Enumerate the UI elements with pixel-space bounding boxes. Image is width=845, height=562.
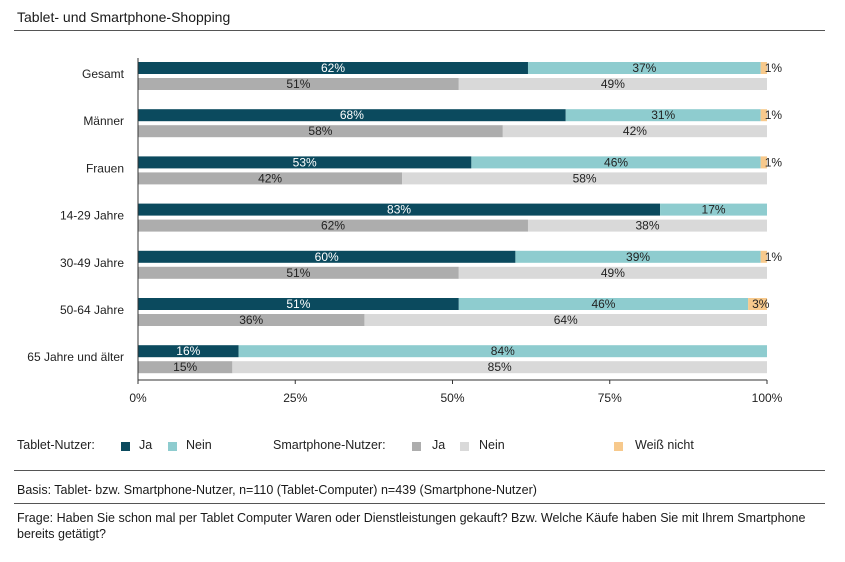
label-tablet-ja: 60%: [315, 250, 339, 264]
label-tablet-ja: 68%: [340, 108, 364, 122]
label-tablet-weiss-nicht: 1%: [765, 250, 783, 264]
bar-tablet-weiss-nicht: [748, 298, 767, 310]
bar-tablet-ja: [138, 250, 516, 263]
label-tablet-ja: 53%: [293, 155, 317, 169]
bar-tablet-nein: [527, 62, 761, 74]
label-tablet-weiss-nicht: 1%: [765, 61, 783, 75]
bar-smart-ja: [138, 361, 233, 374]
label-smart-nein: 42%: [623, 124, 647, 138]
title-rule: [14, 30, 825, 31]
label-smart-nein: 49%: [601, 266, 625, 280]
category-label: 14-29 Jahre: [60, 209, 124, 223]
legend-rule: [14, 470, 825, 471]
legend-smart-ja-swatch: [412, 442, 421, 451]
label-smart-ja: 58%: [308, 124, 332, 138]
bar-smart-ja: [138, 78, 459, 90]
bar-tablet-nein: [660, 203, 767, 216]
legend-weiss-nicht-swatch: [614, 442, 623, 451]
bar-tablet-nein: [565, 109, 761, 122]
bar-tablet-nein: [471, 156, 761, 169]
bar-tablet-weiss-nicht: [760, 250, 767, 263]
bar-tablet-weiss-nicht: [760, 109, 767, 122]
label-tablet-ja: 83%: [387, 203, 411, 217]
label-tablet-ja: 16%: [176, 344, 200, 358]
bar-smart-nein: [364, 314, 767, 326]
bar-tablet-ja: [138, 156, 472, 169]
x-tick-label: 100%: [752, 391, 783, 405]
legend-tablet-ja: Ja: [139, 438, 153, 452]
bar-smart-nein: [527, 219, 767, 232]
bar-tablet-nein: [515, 250, 761, 263]
bar-tablet-ja: [138, 62, 528, 74]
label-smart-nein: 85%: [488, 360, 512, 374]
legend: Tablet-Nutzer: Ja Nein Smartphone-Nutzer…: [0, 438, 845, 458]
label-smart-ja: 51%: [286, 266, 310, 280]
stacked-bar-chart: Gesamt 62% 37% 1% 51% 49% Männer 68% 31% 1% 58% 42%…: [27, 58, 783, 405]
label-tablet-nein: 46%: [591, 297, 615, 311]
category-label: Männer: [83, 114, 124, 128]
bar-tablet-weiss-nicht: [760, 62, 767, 74]
label-tablet-ja: 51%: [286, 297, 310, 311]
legend-smart-nein: Nein: [479, 438, 505, 452]
legend-smart-label: Smartphone-Nutzer:: [273, 438, 386, 452]
bar-tablet-nein: [238, 345, 767, 358]
legend-tablet-nein-swatch: [168, 442, 177, 451]
legend-smart-ja: Ja: [432, 438, 446, 452]
label-smart-nein: 64%: [554, 313, 578, 327]
category-label: Frauen: [86, 161, 124, 175]
category-label: 65 Jahre und älter: [27, 350, 124, 364]
bar-tablet-ja: [138, 298, 459, 310]
legend-tablet-nein: Nein: [186, 438, 212, 452]
label-smart-ja: 36%: [239, 313, 263, 327]
label-tablet-weiss-nicht: 1%: [765, 108, 783, 122]
bar-tablet-ja: [138, 203, 661, 216]
legend-tablet-ja-swatch: [121, 442, 130, 451]
x-tick-label: 25%: [283, 391, 307, 405]
label-smart-ja: 15%: [173, 360, 197, 374]
bar-tablet-nein: [458, 298, 749, 310]
bar-smart-nein: [458, 266, 767, 279]
label-tablet-nein: 37%: [632, 61, 656, 75]
chart-title: Tablet- und Smartphone-Shopping: [17, 9, 231, 25]
legend-smart-nein-swatch: [460, 442, 469, 451]
basis-note: Basis: Tablet- bzw. Smartphone-Nutzer, n…: [17, 483, 537, 497]
x-tick-label: 0%: [129, 391, 147, 405]
label-tablet-weiss-nicht: 1%: [765, 155, 783, 169]
bar-smart-nein: [402, 172, 767, 185]
legend-tablet-label: Tablet-Nutzer:: [17, 438, 95, 452]
category-label: 30-49 Jahre: [60, 256, 124, 270]
bar-tablet-ja: [138, 109, 566, 122]
category-label: 50-64 Jahre: [60, 303, 124, 317]
bar-smart-ja: [138, 266, 459, 279]
bar-smart-ja: [138, 172, 403, 185]
question-note: Frage: Haben Sie schon mal per Tablet Co…: [17, 511, 806, 541]
bar-smart-ja: [138, 125, 503, 138]
bar-smart-nein: [232, 361, 768, 374]
label-tablet-nein: 31%: [651, 108, 675, 122]
bar-tablet-weiss-nicht: [760, 156, 767, 169]
label-tablet-nein: 39%: [626, 250, 650, 264]
label-smart-nein: 49%: [601, 77, 625, 91]
bar-smart-ja: [138, 219, 528, 232]
category-label: Gesamt: [82, 67, 125, 81]
legend-weiss-nicht: Weiß nicht: [635, 438, 694, 452]
label-tablet-ja: 62%: [321, 61, 345, 75]
label-tablet-nein: 84%: [491, 344, 515, 358]
label-smart-nein: 38%: [635, 219, 659, 233]
bar-smart-nein: [502, 125, 767, 138]
label-smart-nein: 58%: [573, 171, 597, 185]
label-tablet-weiss-nicht: 3%: [752, 297, 770, 311]
label-smart-ja: 51%: [286, 77, 310, 91]
label-tablet-nein: 46%: [604, 155, 628, 169]
bar-smart-nein: [458, 78, 767, 90]
label-smart-ja: 62%: [321, 219, 345, 233]
basis-rule: [14, 503, 825, 504]
label-tablet-nein: 17%: [702, 203, 726, 217]
x-tick-label: 50%: [440, 391, 464, 405]
bar-tablet-ja: [138, 345, 239, 358]
label-smart-ja: 42%: [258, 171, 282, 185]
x-tick-label: 75%: [598, 391, 622, 405]
bar-smart-ja: [138, 314, 365, 326]
